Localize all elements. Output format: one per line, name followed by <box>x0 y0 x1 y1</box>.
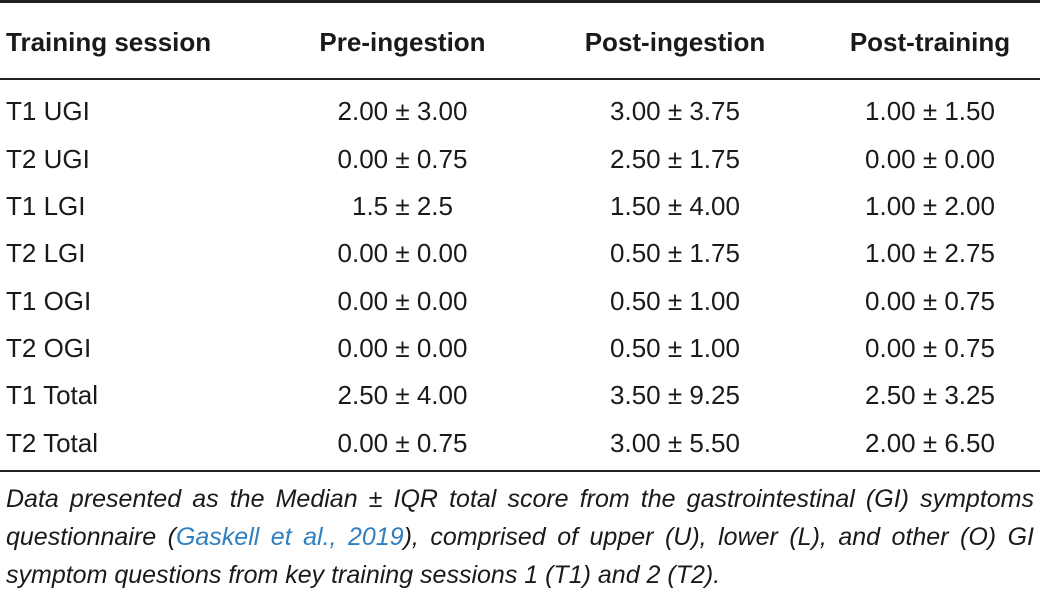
table-row: T1 LGI 1.5 ± 2.5 1.50 ± 4.00 1.00 ± 2.00 <box>0 183 1040 230</box>
header-training-session: Training session <box>6 27 212 57</box>
post-ingestion-value: 1.50 ± 4.00 <box>610 191 740 221</box>
pre-ingestion-value: 0.00 ± 0.75 <box>337 428 468 458</box>
post-ingestion-value: 0.50 ± 1.00 <box>610 333 740 363</box>
pre-ingestion-value: 1.5 ± 2.5 <box>351 191 453 221</box>
row-label: T2 LGI <box>6 238 86 268</box>
post-training-value: 2.00 ± 6.50 <box>865 428 995 458</box>
header-post-training: Post-training <box>849 27 1011 57</box>
row-label: T2 Total <box>6 428 99 458</box>
post-ingestion-value: 0.50 ± 1.00 <box>610 286 740 316</box>
table-row: T2 UGI 0.00 ± 0.75 2.50 ± 1.75 0.00 ± 0.… <box>0 136 1040 183</box>
row-label: T1 OGI <box>6 286 92 316</box>
pre-ingestion-value: 0.00 ± 0.00 <box>337 333 468 363</box>
citation-link[interactable]: Gaskell et al., 2019 <box>175 523 404 551</box>
post-training-value: 1.00 ± 1.50 <box>865 96 995 126</box>
header-post-ingestion: Post-ingestion <box>584 27 766 57</box>
table-row: T1 UGI 2.00 ± 3.00 3.00 ± 3.75 1.00 ± 1.… <box>0 88 1040 135</box>
post-training-value: 1.00 ± 2.00 <box>865 191 995 221</box>
post-ingestion-value: 0.50 ± 1.75 <box>610 238 740 268</box>
footnote-text-end: ), comprised of upper (U), lower (L), an… <box>6 523 1035 589</box>
row-label: T1 Total <box>6 380 99 410</box>
post-training-value: 1.00 ± 2.75 <box>865 238 995 268</box>
table-top-rule <box>0 0 1040 3</box>
table-header-rule <box>0 78 1040 80</box>
post-training-value: 0.00 ± 0.75 <box>865 286 995 316</box>
pre-ingestion-value: 2.00 ± 3.00 <box>337 96 468 126</box>
table-bottom-rule <box>0 470 1040 472</box>
post-ingestion-value: 3.50 ± 9.25 <box>610 380 740 410</box>
post-training-value: 0.00 ± 0.75 <box>865 333 995 363</box>
pre-ingestion-value: 0.00 ± 0.00 <box>337 238 468 268</box>
table-row: T2 OGI 0.00 ± 0.00 0.50 ± 1.00 0.00 ± 0.… <box>0 325 1040 372</box>
row-label: T2 OGI <box>6 333 92 363</box>
post-training-value: 0.00 ± 0.00 <box>865 144 995 174</box>
table-row: T1 Total 2.50 ± 4.00 3.50 ± 9.25 2.50 ± … <box>0 372 1040 419</box>
post-ingestion-value: 2.50 ± 1.75 <box>610 144 740 174</box>
table-footnote: Data presented as the Median ± IQR total… <box>6 480 1034 594</box>
row-label: T2 UGI <box>6 144 90 174</box>
table-row: T2 Total 0.00 ± 0.75 3.00 ± 5.50 2.00 ± … <box>0 420 1040 467</box>
pre-ingestion-value: 0.00 ± 0.00 <box>337 286 468 316</box>
footnote-text-start: Data presented as the Median ± IQR total… <box>6 485 1034 551</box>
table-header-row: Training session Pre-ingestion Post-inge… <box>0 18 1040 66</box>
post-training-value: 2.50 ± 3.25 <box>865 380 995 410</box>
post-ingestion-value: 3.00 ± 5.50 <box>610 428 740 458</box>
row-label: T1 UGI <box>6 96 90 126</box>
table-row: T2 LGI 0.00 ± 0.00 0.50 ± 1.75 1.00 ± 2.… <box>0 230 1040 277</box>
header-pre-ingestion: Pre-ingestion <box>319 27 486 57</box>
pre-ingestion-value: 0.00 ± 0.75 <box>337 144 468 174</box>
row-label: T1 LGI <box>6 191 86 221</box>
post-ingestion-value: 3.00 ± 3.75 <box>610 96 740 126</box>
table-row: T1 OGI 0.00 ± 0.00 0.50 ± 1.00 0.00 ± 0.… <box>0 278 1040 325</box>
pre-ingestion-value: 2.50 ± 4.00 <box>337 380 468 410</box>
